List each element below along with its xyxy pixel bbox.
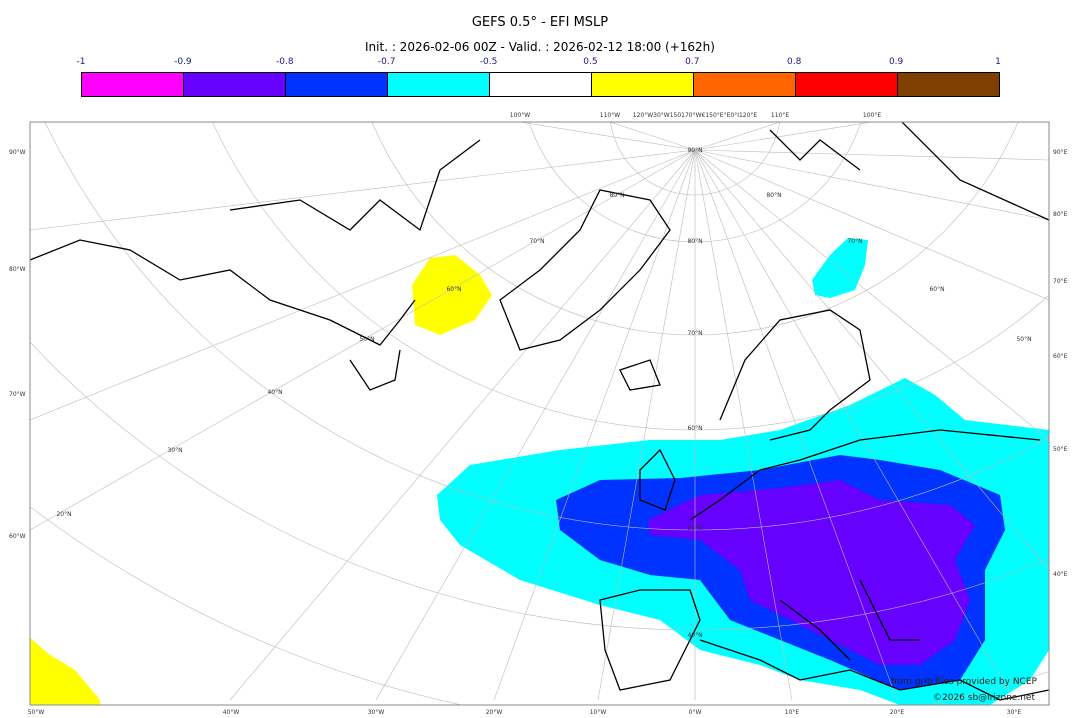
lon-label-bottom: 10°E xyxy=(785,709,800,716)
colorbar-segment xyxy=(490,73,592,96)
chart-subtitle: Init. : 2026-02-06 00Z - Valid. : 2026-0… xyxy=(365,40,715,54)
lon-label-top: 110°W xyxy=(600,112,620,119)
colorbar-segment xyxy=(82,73,184,96)
colorbar-segment xyxy=(388,73,490,96)
lon-label-top: 110°E xyxy=(771,112,789,119)
colorbar-segment xyxy=(286,73,388,96)
lat-label: 80°N xyxy=(766,192,781,199)
lon-label-right: 40°E xyxy=(1053,571,1068,578)
colorbar-tick: -0.5 xyxy=(479,57,498,67)
lon-label-right: 70°E xyxy=(1053,278,1068,285)
efi-area-yellow-corner xyxy=(30,638,100,705)
lat-label: 50°N xyxy=(687,525,702,532)
coastlines xyxy=(30,122,1049,701)
chart-title: GEFS 0.5° - EFI MSLP xyxy=(471,15,609,30)
colorbar-tick: 0.9 xyxy=(888,57,904,67)
lat-label: 90°N xyxy=(687,147,702,154)
colorbar-tick: 0.8 xyxy=(787,57,802,67)
lon-label-left: 60°W xyxy=(9,533,26,540)
lat-label: 40°N xyxy=(687,632,702,639)
colorbar-segment xyxy=(796,73,898,96)
lon-label-right: 50°E xyxy=(1053,446,1068,453)
lat-label: 40°N xyxy=(267,389,282,396)
lon-label-top: 100°E xyxy=(863,112,881,119)
lat-label: 20°N xyxy=(56,511,71,518)
lat-label: 30°N xyxy=(167,447,182,454)
efi-area-purple xyxy=(648,480,975,665)
lat-label: 60°N xyxy=(446,286,461,293)
colorbar-tick: -0.7 xyxy=(377,57,396,67)
colorbar-tick: -0.8 xyxy=(275,57,294,67)
colorbar-segment xyxy=(898,73,999,96)
colorbar-tick: 0.5 xyxy=(583,57,598,67)
colorbar-tick: 0.7 xyxy=(685,57,700,67)
lon-label-top: 120°W30°W150170°W€150°E°E0°I120°E xyxy=(633,112,758,119)
colorbar-segment xyxy=(592,73,694,96)
lon-label-bottom: 50°W xyxy=(28,709,45,716)
lon-label-bottom: 20°E xyxy=(890,709,905,716)
lon-label-left: 70°W xyxy=(9,391,26,398)
lat-label: 50°N xyxy=(359,336,374,343)
lat-label: 80°N xyxy=(687,238,702,245)
lat-label: 60°N xyxy=(929,286,944,293)
lon-label-bottom: 0°W xyxy=(689,709,702,716)
efi-area-yellow-greenland xyxy=(412,255,492,335)
lon-label-left: 80°W xyxy=(9,266,26,273)
colorbar xyxy=(81,72,1000,97)
lon-label-left: 90°W xyxy=(9,149,26,156)
colorbar-tick: 1 xyxy=(995,57,1001,67)
lon-label-right: 80°E xyxy=(1053,211,1068,218)
lat-label: 70°N xyxy=(847,238,862,245)
lon-label-bottom: 30°W xyxy=(368,709,385,716)
lon-label-right: 60°E xyxy=(1053,353,1068,360)
colorbar-segment xyxy=(184,73,286,96)
lat-label: 70°N xyxy=(529,238,544,245)
lon-label-right: 90°E xyxy=(1053,149,1068,156)
lon-label-bottom: 10°W xyxy=(590,709,607,716)
colorbar-tick: -1 xyxy=(76,57,86,67)
lon-label-bottom: 30°E xyxy=(1007,709,1022,716)
credit-source: from grib files provided by NCEP xyxy=(891,677,1037,687)
efi-area-cyan-novaya-zemlya xyxy=(812,238,868,298)
colorbar-segment xyxy=(694,73,796,96)
lon-label-top: 100°W xyxy=(510,112,530,119)
credit-copyright: ©2026 sb@irizone.net xyxy=(933,693,1035,703)
lon-label-bottom: 40°W xyxy=(223,709,240,716)
lon-label-bottom: 20°W xyxy=(486,709,503,716)
lat-label: 60°N xyxy=(687,425,702,432)
lat-label: 70°N xyxy=(687,330,702,337)
colorbar-tick: -0.9 xyxy=(174,57,192,67)
lat-label: 80°N xyxy=(609,192,624,199)
lat-label: 50°N xyxy=(1016,336,1031,343)
